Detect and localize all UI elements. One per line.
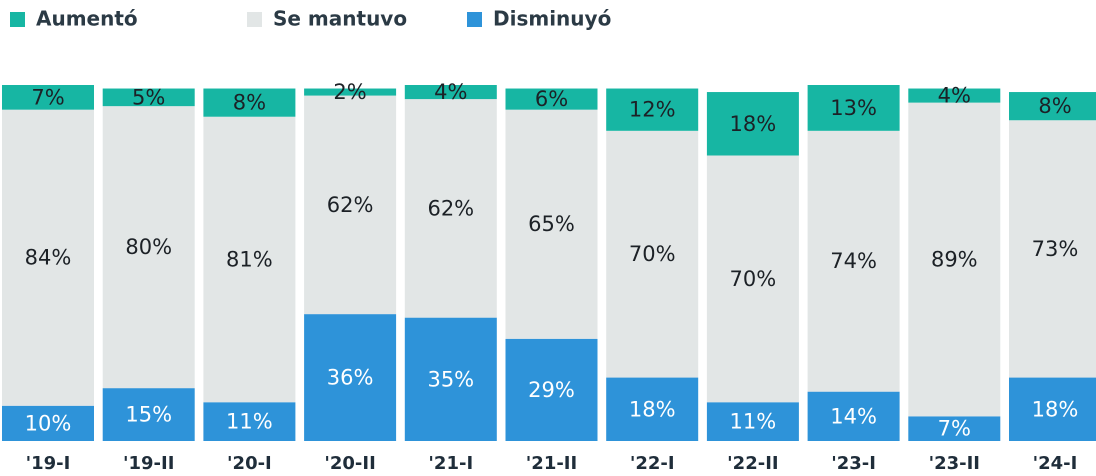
x-tick-label: '23-I bbox=[831, 453, 876, 474]
value-label: 11% bbox=[730, 410, 777, 434]
value-label: 73% bbox=[1032, 237, 1079, 261]
value-label: 10% bbox=[25, 411, 72, 435]
value-label: 62% bbox=[427, 196, 474, 220]
value-label: 81% bbox=[226, 247, 273, 271]
value-label: 18% bbox=[629, 397, 676, 421]
bar-segment bbox=[807, 85, 900, 131]
bar-segment bbox=[1009, 120, 1096, 378]
bar-segment bbox=[2, 405, 94, 441]
value-label: 13% bbox=[830, 96, 877, 120]
value-label: 7% bbox=[31, 85, 64, 109]
value-label: 29% bbox=[528, 378, 575, 402]
bar-segment bbox=[505, 338, 598, 441]
bar-segment bbox=[908, 102, 1001, 417]
bar-segment bbox=[1009, 377, 1096, 441]
bar-segment bbox=[304, 314, 397, 441]
legend-swatch bbox=[247, 12, 262, 27]
value-label: 18% bbox=[1032, 397, 1079, 421]
x-tick-label: '24-I bbox=[1033, 453, 1078, 474]
bar-segment bbox=[807, 130, 900, 392]
bar-segment bbox=[203, 402, 296, 441]
value-label: 74% bbox=[830, 249, 877, 273]
bar-segment bbox=[203, 116, 296, 403]
x-tick-label: '23-II bbox=[929, 453, 980, 474]
value-label: 11% bbox=[226, 410, 273, 434]
bar-segment bbox=[606, 88, 699, 131]
bar-segment bbox=[404, 99, 497, 318]
legend-label: Aumentó bbox=[36, 7, 138, 31]
x-tick-label: '21-II bbox=[526, 453, 577, 474]
bar-segment bbox=[2, 109, 94, 406]
legend-swatch bbox=[10, 12, 25, 27]
bar-segment bbox=[908, 88, 1001, 103]
bar-segment bbox=[304, 88, 397, 96]
value-label: 35% bbox=[427, 367, 474, 391]
value-label: 18% bbox=[730, 112, 777, 136]
bar-segment bbox=[908, 416, 1001, 441]
bar-segment bbox=[102, 106, 195, 389]
bar-segment bbox=[102, 388, 195, 441]
value-label: 14% bbox=[830, 404, 877, 428]
value-label: 89% bbox=[931, 247, 978, 271]
x-tick-label: '22-I bbox=[630, 453, 675, 474]
x-tick-label: '20-II bbox=[324, 453, 375, 474]
value-label: 80% bbox=[125, 235, 172, 259]
value-label: 12% bbox=[629, 98, 676, 122]
x-tick-label: '21-I bbox=[428, 453, 473, 474]
value-label: 7% bbox=[938, 417, 971, 441]
bar-segment bbox=[2, 85, 94, 110]
value-label: 15% bbox=[125, 403, 172, 427]
value-label: 5% bbox=[132, 85, 165, 109]
x-tick-label: '19-I bbox=[26, 453, 71, 474]
bar-segment bbox=[706, 402, 799, 441]
bar-segment bbox=[505, 109, 598, 339]
bar-segment bbox=[102, 88, 195, 107]
bar-segment bbox=[807, 391, 900, 441]
x-tick-label: '20-I bbox=[227, 453, 272, 474]
bar-segment bbox=[203, 88, 296, 117]
value-label: 6% bbox=[535, 87, 568, 111]
legend-swatch bbox=[467, 12, 482, 27]
bar-segment bbox=[404, 317, 497, 441]
bar-segment bbox=[505, 88, 598, 110]
legend-label: Se mantuvo bbox=[273, 7, 407, 31]
x-tick-label: '22-II bbox=[727, 453, 778, 474]
value-label: 62% bbox=[327, 193, 374, 217]
bar-segment bbox=[1009, 92, 1096, 121]
value-label: 8% bbox=[1038, 94, 1071, 118]
bar-segment bbox=[606, 130, 699, 378]
value-label: 36% bbox=[327, 366, 374, 390]
bar-segment bbox=[304, 95, 397, 315]
bar-segment bbox=[706, 92, 799, 156]
value-label: 70% bbox=[629, 242, 676, 266]
bar-segment bbox=[606, 377, 699, 441]
bar-segment bbox=[404, 85, 497, 100]
value-label: 4% bbox=[434, 80, 467, 104]
legend-label: Disminuyó bbox=[493, 7, 611, 31]
x-tick-label: '19-II bbox=[123, 453, 174, 474]
value-label: 2% bbox=[333, 80, 366, 104]
value-label: 8% bbox=[233, 91, 266, 115]
bar-segment bbox=[706, 155, 799, 403]
value-label: 4% bbox=[938, 84, 971, 108]
value-label: 70% bbox=[730, 267, 777, 291]
value-label: 65% bbox=[528, 212, 575, 236]
value-label: 84% bbox=[25, 246, 72, 270]
